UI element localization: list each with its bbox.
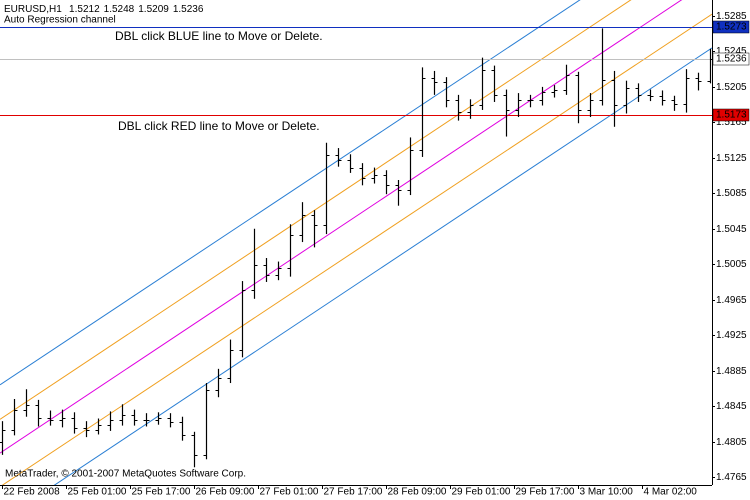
- x-tick-label: 3 Mar 10:00: [580, 487, 634, 498]
- indicator-name: Auto Regression channel: [4, 15, 116, 26]
- x-tick-label: 25 Feb 01:00: [68, 487, 127, 498]
- y-tick-label: 1.5245: [716, 46, 747, 57]
- channel-line: [53, 47, 712, 485]
- x-tick-label: 29 Feb 01:00: [452, 487, 511, 498]
- y-tick-label: 1.5125: [716, 153, 747, 164]
- x-tick-label: 22 Feb 2008: [4, 487, 61, 498]
- y-tick-label: 1.5005: [716, 259, 747, 270]
- channel-line: [0, 0, 581, 386]
- level-label-box: [712, 20, 750, 34]
- ohlc-bars: [0, 28, 712, 468]
- y-tick-label: 1.5165: [716, 117, 747, 128]
- header-value: 1.5248: [104, 4, 135, 15]
- x-tick-label: 28 Feb 09:00: [388, 487, 447, 498]
- y-tick-label: 1.4765: [716, 472, 747, 483]
- channel-line: [0, 0, 632, 420]
- channel-line: [0, 0, 683, 454]
- y-tick-label: 1.5045: [716, 224, 747, 235]
- y-tick-label: 1.4845: [716, 401, 747, 412]
- x-tick-label: 27 Feb 01:00: [260, 487, 319, 498]
- y-tick-label: 1.4805: [716, 437, 747, 448]
- header-value: 1.5236: [173, 4, 204, 15]
- y-tick-label: 1.5205: [716, 82, 747, 93]
- level-label-box: [712, 108, 750, 122]
- x-tick-label: 26 Feb 09:00: [196, 487, 255, 498]
- y-tick-label: 1.5085: [716, 188, 747, 199]
- annotation: DBL click BLUE line to Move or Delete.: [115, 29, 323, 43]
- y-tick-label: 1.5285: [716, 11, 747, 22]
- channel-line: [1, 13, 712, 485]
- x-tick-label: 27 Feb 17:00: [324, 487, 383, 498]
- x-tick-label: 29 Feb 17:00: [516, 487, 575, 498]
- symbol: EURUSD,H1: [4, 4, 62, 15]
- plot-area: [0, 0, 712, 485]
- x-tick-label: 4 Mar 02:00: [644, 487, 698, 498]
- y-tick-label: 1.4965: [716, 295, 747, 306]
- y-tick-label: 1.4885: [716, 366, 747, 377]
- level-label: 1.5273: [716, 22, 747, 33]
- x-tick-label: 25 Feb 17:00: [132, 487, 191, 498]
- level-label-box: [712, 52, 750, 66]
- header-value: 1.5212: [69, 4, 100, 15]
- level-label: 1.5236: [716, 54, 747, 65]
- annotation: DBL click RED line to Move or Delete.: [118, 119, 320, 133]
- chart-title: EURUSD,H1 1.5212 1.5248 1.5209 1.5236: [4, 4, 204, 15]
- copyright: MetaTrader, © 2001-2007 MetaQuotes Softw…: [5, 469, 246, 480]
- y-tick-label: 1.4925: [716, 330, 747, 341]
- level-label: 1.5173: [716, 110, 747, 121]
- header-value: 1.5209: [138, 4, 169, 15]
